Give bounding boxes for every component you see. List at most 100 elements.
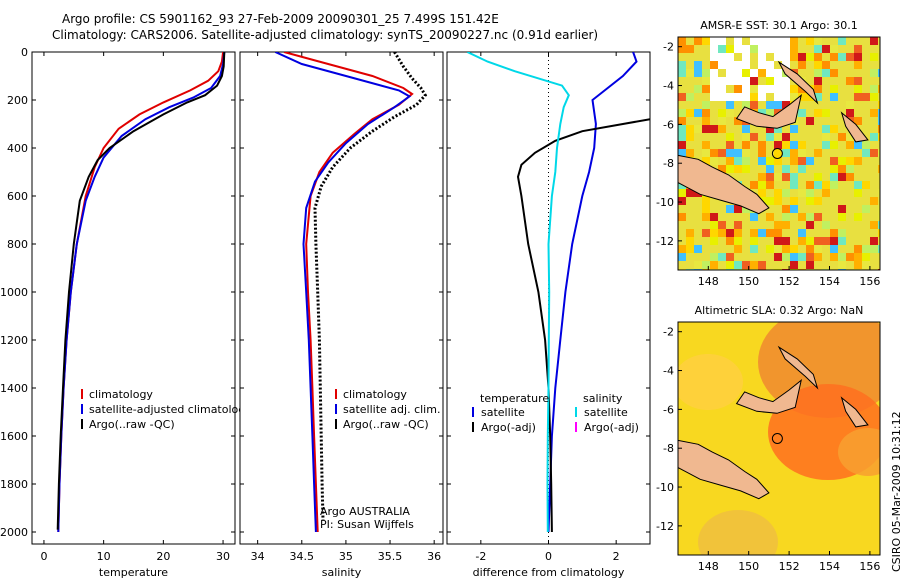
sst-cell bbox=[718, 141, 726, 149]
sst-cell bbox=[750, 165, 758, 173]
sst-cell bbox=[774, 165, 782, 173]
sst-cell bbox=[694, 149, 702, 157]
sst-cell bbox=[870, 221, 878, 229]
sst-cell bbox=[862, 109, 870, 117]
sst-cell bbox=[718, 53, 726, 61]
sst-cell bbox=[870, 125, 878, 133]
x-axis-label: temperature bbox=[99, 566, 168, 579]
sst-cell bbox=[694, 93, 702, 101]
sst-cell bbox=[838, 77, 846, 85]
sst-cell bbox=[726, 53, 734, 61]
sst-cell bbox=[750, 221, 758, 229]
sst-cell bbox=[782, 197, 790, 205]
sst-cell bbox=[790, 189, 798, 197]
sst-cell bbox=[806, 133, 814, 141]
sst-cell bbox=[750, 53, 758, 61]
sst-cell bbox=[798, 173, 806, 181]
sst-cell bbox=[878, 69, 880, 77]
sst-cell bbox=[766, 237, 774, 245]
sst-cell bbox=[774, 93, 782, 101]
sst-cell bbox=[878, 229, 880, 237]
sst-cell bbox=[862, 117, 870, 125]
sst-cell bbox=[798, 61, 806, 69]
sst-cell bbox=[718, 117, 726, 125]
sst-cell bbox=[726, 237, 734, 245]
sst-cell bbox=[710, 205, 718, 213]
sst-cell bbox=[758, 85, 766, 93]
sst-cell bbox=[686, 109, 694, 117]
sst-cell bbox=[694, 109, 702, 117]
sst-cell bbox=[718, 61, 726, 69]
sst-cell bbox=[854, 197, 862, 205]
sst-cell bbox=[678, 61, 686, 69]
series-difference-temp-argo bbox=[516, 118, 650, 533]
sst-cell bbox=[790, 205, 798, 213]
sst-cell bbox=[830, 141, 838, 149]
sst-cell bbox=[774, 85, 782, 93]
sst-cell bbox=[822, 85, 830, 93]
sst-cell bbox=[734, 229, 742, 237]
sst-cell bbox=[838, 141, 846, 149]
sst-cell bbox=[878, 173, 880, 181]
sst-cell bbox=[798, 157, 806, 165]
sst-cell bbox=[718, 133, 726, 141]
sst-cell bbox=[766, 85, 774, 93]
sst-cell bbox=[726, 61, 734, 69]
sst-cell bbox=[814, 261, 822, 269]
sst-cell bbox=[734, 213, 742, 221]
sst-cell bbox=[830, 197, 838, 205]
sst-cell bbox=[822, 149, 830, 157]
sst-cell bbox=[790, 85, 798, 93]
sst-cell bbox=[758, 213, 766, 221]
sst-cell bbox=[758, 229, 766, 237]
sst-cell bbox=[702, 61, 710, 69]
argo-location-marker bbox=[771, 148, 783, 159]
sst-cell bbox=[750, 253, 758, 261]
sst-cell bbox=[806, 37, 814, 45]
sst-cell bbox=[830, 101, 838, 109]
sst-cell bbox=[686, 245, 694, 253]
x-tick-label: 34.5 bbox=[290, 550, 315, 563]
map-title: AMSR-E SST: 30.1 Argo: 30.1 bbox=[700, 19, 858, 32]
sst-cell bbox=[838, 213, 846, 221]
sst-cell bbox=[790, 157, 798, 165]
sst-cell bbox=[782, 173, 790, 181]
sst-cell bbox=[686, 133, 694, 141]
sst-cell bbox=[694, 77, 702, 85]
sst-cell bbox=[870, 117, 878, 125]
sst-cell bbox=[790, 237, 798, 245]
figure-title-line1: Argo profile: CS 5901162_93 27-Feb-2009 … bbox=[62, 12, 499, 26]
sst-cell bbox=[838, 149, 846, 157]
landmass-3 bbox=[840, 396, 869, 428]
sst-cell bbox=[694, 253, 702, 261]
sst-cell bbox=[678, 117, 686, 125]
sst-cell bbox=[702, 117, 710, 125]
sst-cell bbox=[758, 189, 766, 197]
sst-cell bbox=[766, 125, 774, 133]
sla-blob bbox=[678, 354, 743, 410]
sst-cell bbox=[694, 221, 702, 229]
sst-cell bbox=[854, 45, 862, 53]
sst-cell bbox=[790, 93, 798, 101]
sst-cell bbox=[766, 173, 774, 181]
sst-cell bbox=[678, 141, 686, 149]
sst-cell bbox=[750, 101, 758, 109]
sst-cell bbox=[798, 253, 806, 261]
sst-cell bbox=[862, 61, 870, 69]
sst-cell bbox=[766, 53, 774, 61]
sst-cell bbox=[766, 77, 774, 85]
sst-cell bbox=[822, 53, 830, 61]
x-tick-label: 34 bbox=[251, 550, 265, 563]
sst-cell bbox=[718, 77, 726, 85]
sst-cell bbox=[862, 253, 870, 261]
x-tick-label: 150 bbox=[738, 275, 759, 288]
sst-cell bbox=[846, 61, 854, 69]
sst-cell bbox=[782, 93, 790, 101]
sst-cell bbox=[838, 221, 846, 229]
sst-cell bbox=[710, 229, 718, 237]
sst-cell bbox=[734, 173, 742, 181]
sst-cell bbox=[710, 141, 718, 149]
sst-cell bbox=[806, 69, 814, 77]
sst-cell bbox=[814, 45, 822, 53]
sst-cell bbox=[726, 93, 734, 101]
